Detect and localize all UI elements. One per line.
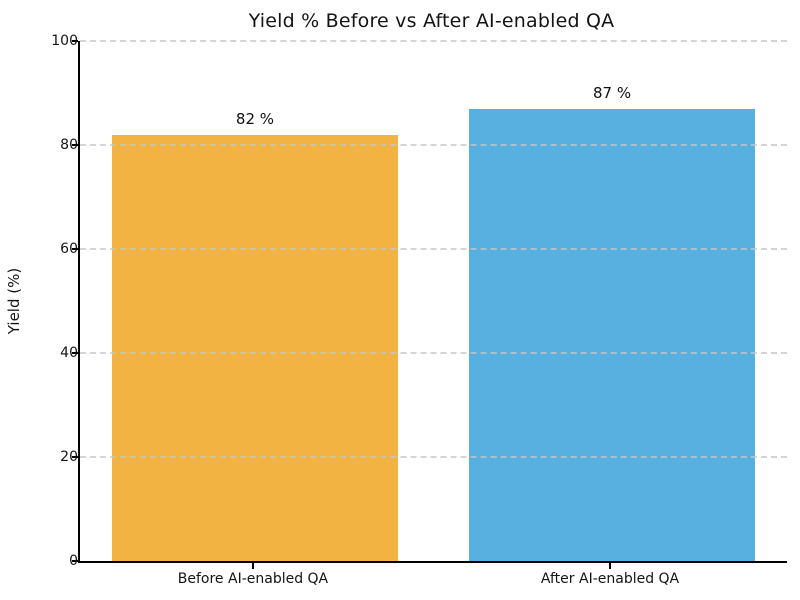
x-tick-mark (251, 563, 254, 569)
y-tick-label-100: 100 (51, 33, 78, 49)
x-tick-mark (609, 563, 612, 569)
y-tick-mark (72, 40, 78, 42)
gridline-y-40 (80, 352, 787, 354)
bar-value-label-before: 82 % (235, 109, 275, 128)
bar-before (112, 134, 398, 561)
bar-after (469, 108, 755, 561)
y-axis-label: Yield (%) (5, 267, 23, 335)
bar-value-label-after: 87 % (592, 83, 632, 102)
gridline-y-60 (80, 248, 787, 250)
y-tick-mark (72, 248, 78, 250)
gridline-y-80 (80, 144, 787, 146)
y-tick-label-80: 80 (60, 137, 78, 153)
y-tick-label-20: 20 (60, 449, 78, 465)
y-tick-mark (72, 456, 78, 458)
y-tick-mark (72, 352, 78, 354)
gridline-y-20 (80, 456, 787, 458)
x-tick-label-after: After AI-enabled QA (540, 571, 680, 587)
y-tick-label-0: 0 (69, 553, 78, 569)
y-tick-mark (72, 560, 78, 562)
x-tick-label-before: Before AI-enabled QA (177, 571, 329, 587)
y-tick-label-40: 40 (60, 345, 78, 361)
plot-area: 82 % 87 % (78, 40, 787, 563)
y-tick-mark (72, 144, 78, 146)
gridline-y-100 (80, 40, 787, 42)
chart-title: Yield % Before vs After AI-enabled QA (248, 10, 615, 32)
y-tick-label-60: 60 (60, 241, 78, 257)
